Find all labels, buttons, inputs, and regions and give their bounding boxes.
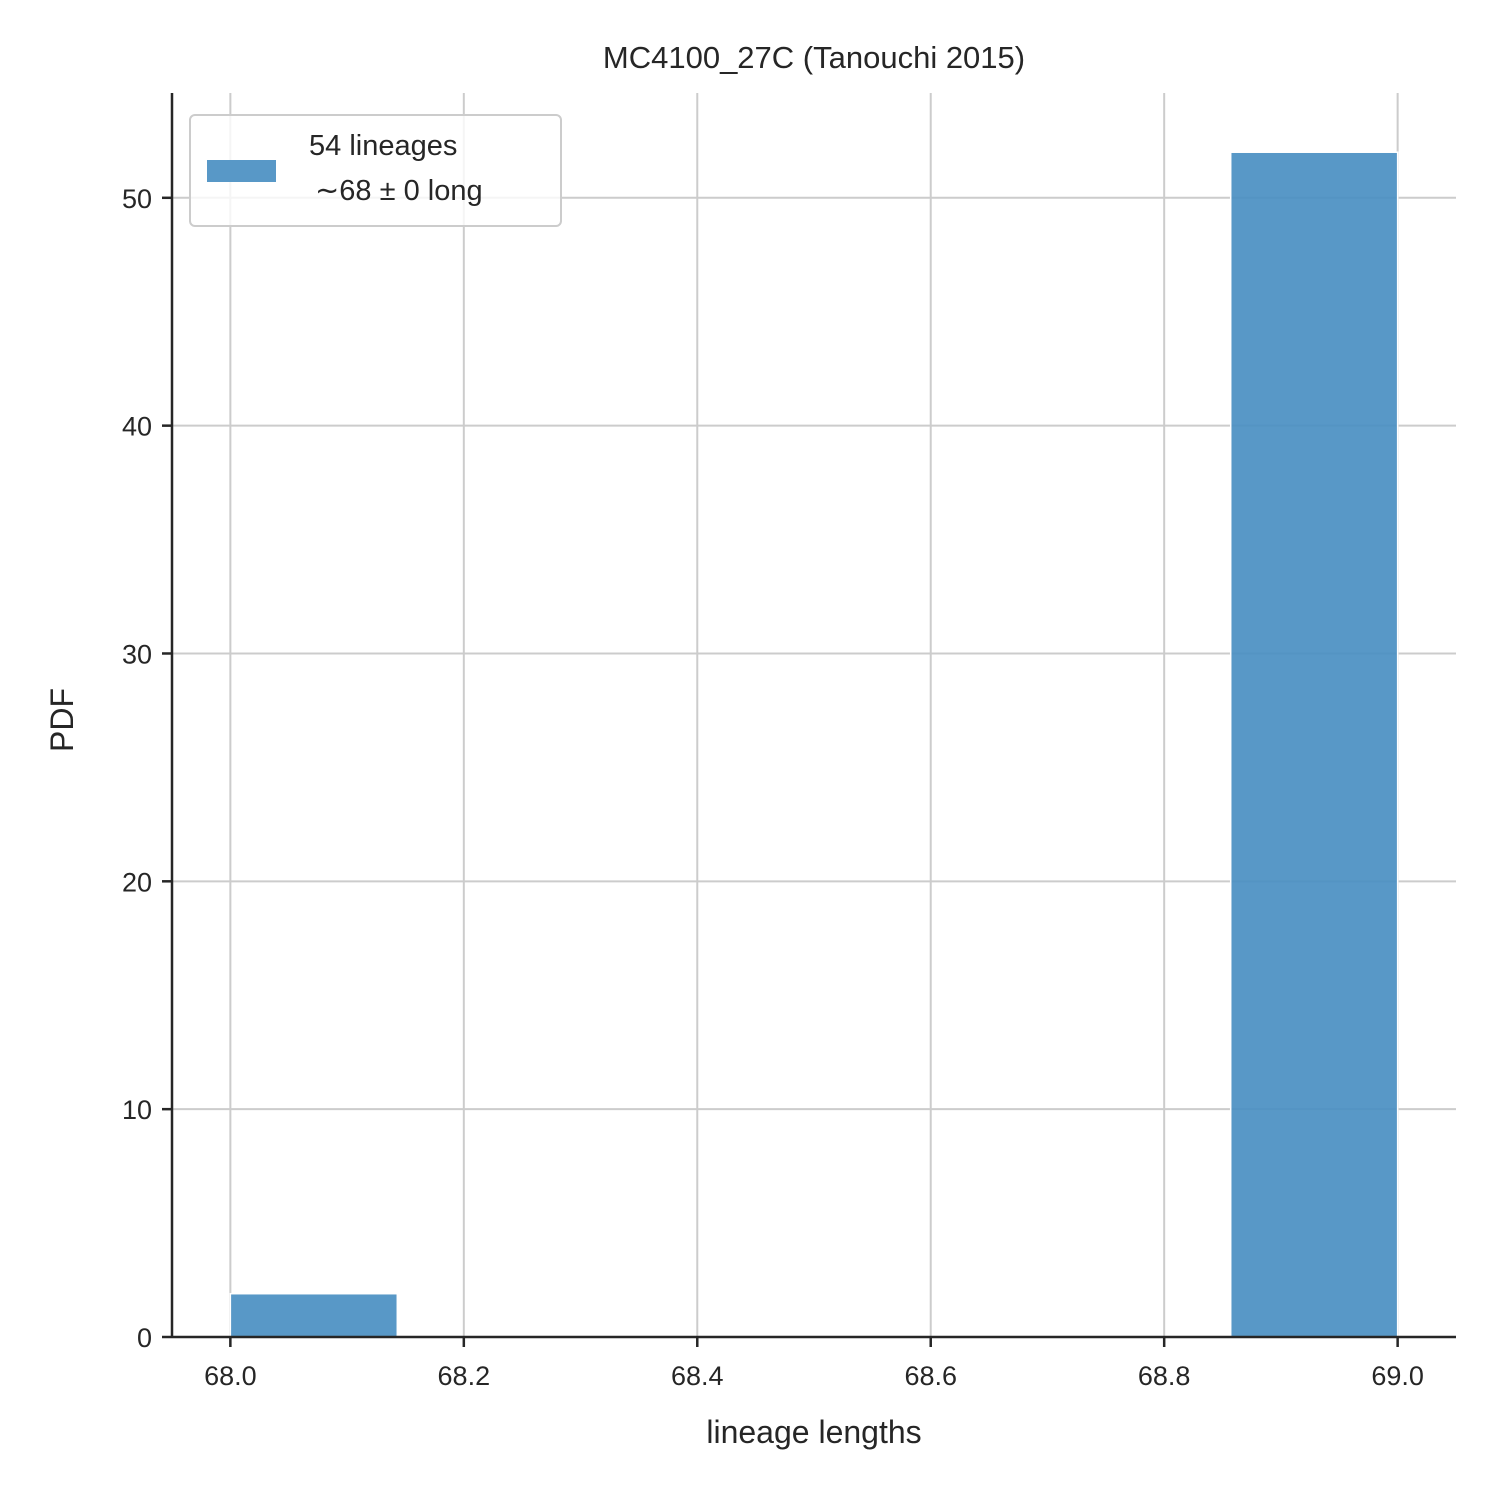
axis-layer: 68.0 68.2 68.4 68.6 68.8 69.0 0 10 20 30 40 50: [122, 93, 1456, 1391]
x-tick-label: 68.0: [204, 1361, 257, 1391]
x-axis-label: lineage lengths: [706, 1414, 921, 1450]
x-tick-label: 68.4: [671, 1361, 724, 1391]
histogram-bar: [1229, 151, 1399, 1338]
y-tick-label: 50: [122, 184, 152, 214]
legend-swatch: [207, 160, 276, 182]
x-tick-label: 69.0: [1371, 1361, 1424, 1391]
x-tick-label: 68.2: [438, 1361, 491, 1391]
x-tick-label: 68.8: [1138, 1361, 1191, 1391]
legend-label-line1: 54 lineages: [309, 130, 457, 162]
legend: 54 lineages ∼68 ± 0 long: [189, 114, 562, 227]
y-tick-label: 30: [122, 639, 152, 669]
y-tick-label: 20: [122, 867, 152, 897]
histogram-bar: [229, 1292, 399, 1338]
legend-label-line2: ∼68 ± 0 long: [315, 175, 483, 207]
x-tick-label: 68.6: [904, 1361, 957, 1391]
legend-frame: [189, 114, 562, 227]
y-tick-label: 10: [122, 1095, 152, 1125]
bar-layer: [229, 151, 1399, 1338]
y-axis-label: PDF: [44, 688, 80, 752]
y-tick-label: 40: [122, 412, 152, 442]
chart-title: MC4100_27C (Tanouchi 2015): [603, 40, 1025, 75]
y-tick-label: 0: [137, 1323, 152, 1353]
